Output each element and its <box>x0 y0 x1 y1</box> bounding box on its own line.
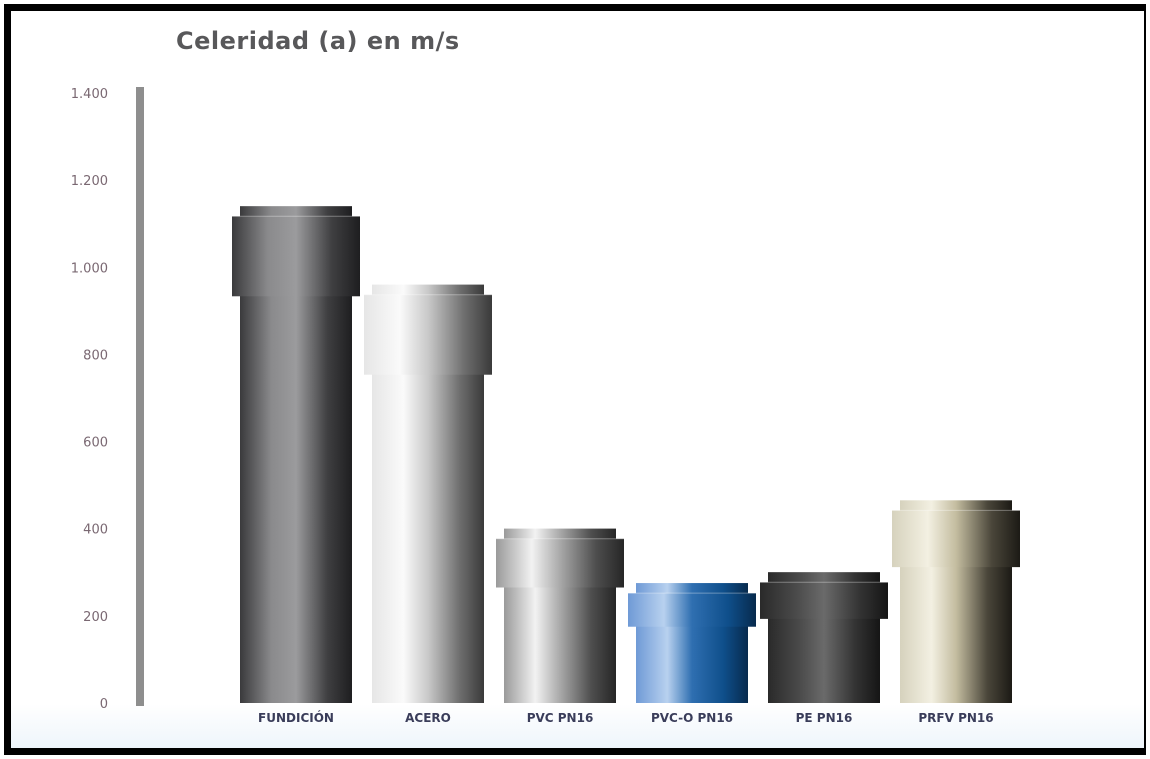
y-tick-label: 1.200 <box>71 174 108 189</box>
pipe-rim <box>504 528 616 539</box>
x-category-label: PVC-O PN16 <box>651 711 733 725</box>
pipe-bar <box>232 206 360 704</box>
y-tick-label: 400 <box>83 523 108 538</box>
pipe-socket <box>364 294 492 375</box>
pipe-rim <box>636 583 748 594</box>
pipe-rim <box>768 572 880 583</box>
x-axis-categories: FUNDICIÓN ACERO PVC PN16 PVC-O PN16 PE PN16 P… <box>258 710 994 725</box>
bars <box>232 206 1020 704</box>
pipe-bar <box>892 500 1020 703</box>
y-tick-label: 600 <box>83 436 108 451</box>
pipe-socket <box>760 582 888 619</box>
pipe-socket <box>628 593 756 627</box>
x-category-label: PRFV PN16 <box>918 711 993 725</box>
pipe-bar <box>364 284 492 703</box>
x-category-label: PE PN16 <box>796 711 853 725</box>
pipe-rim <box>372 284 484 295</box>
pipe-bar <box>496 528 624 703</box>
pipe-socket <box>496 538 624 588</box>
pipe-socket <box>232 216 360 297</box>
pipe-bar <box>760 572 888 703</box>
pipe-rim <box>900 500 1012 511</box>
pipe-rim <box>240 206 352 217</box>
x-category-label: ACERO <box>405 711 451 725</box>
x-category-label: PVC PN16 <box>527 711 594 725</box>
pipe-socket <box>892 510 1020 568</box>
y-tick-label: 1.400 <box>71 87 108 102</box>
chart-title: Celeridad (a) en m/s <box>176 27 460 55</box>
x-category-label: FUNDICIÓN <box>258 710 334 725</box>
y-axis-ticks: 0 200 400 600 800 1.000 1.200 1.400 <box>71 87 108 712</box>
y-tick-label: 1.000 <box>71 261 108 276</box>
y-tick-label: 800 <box>83 348 108 363</box>
pipe-bar <box>628 583 756 703</box>
y-tick-label: 0 <box>100 697 108 712</box>
y-axis-line <box>136 87 144 706</box>
y-tick-label: 200 <box>83 610 108 625</box>
bottom-glow <box>11 704 1144 748</box>
